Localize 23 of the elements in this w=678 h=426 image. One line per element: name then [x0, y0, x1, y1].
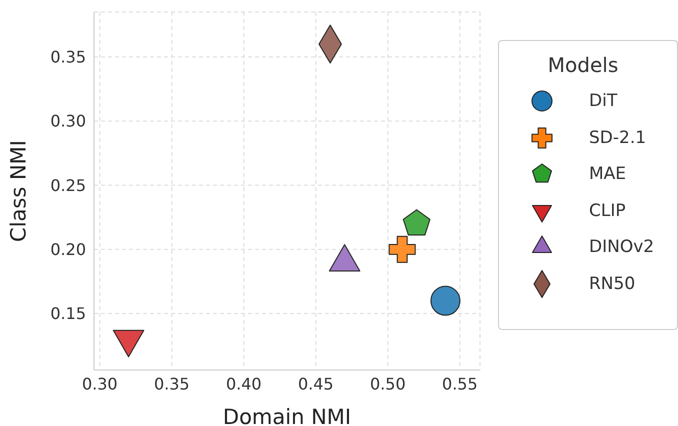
x-tick-label: 0.40	[226, 374, 262, 394]
point	[430, 286, 460, 316]
x-tick-label: 0.35	[154, 374, 190, 394]
y-tick-label: 0.20	[50, 240, 86, 260]
x-tick-label: 0.50	[370, 374, 406, 394]
x-tick-label: 0.55	[442, 374, 478, 394]
x-tick-label: 0.45	[298, 374, 334, 394]
legend-label: MAE	[589, 164, 626, 184]
x-axis-title: Domain NMI	[222, 405, 352, 426]
legend-label: DiT	[589, 91, 618, 112]
point	[402, 209, 430, 236]
legend-label: SD-2.1	[589, 128, 646, 148]
legend-title: Models	[546, 53, 620, 77]
legend-label: RN50	[589, 274, 636, 294]
y-tick-label: 0.25	[50, 176, 86, 195]
y-axis-title: Class NMI	[6, 140, 30, 242]
x-tick-label: 0.30	[82, 374, 118, 394]
y-tick-label: 0.15	[50, 304, 86, 324]
y-tick-label: 0.30	[50, 112, 86, 131]
legend-label: DINOv2	[589, 237, 654, 258]
y-tick-label: 0.35	[50, 48, 86, 67]
point	[388, 236, 416, 263]
legend-label: CLIP	[589, 200, 626, 221]
